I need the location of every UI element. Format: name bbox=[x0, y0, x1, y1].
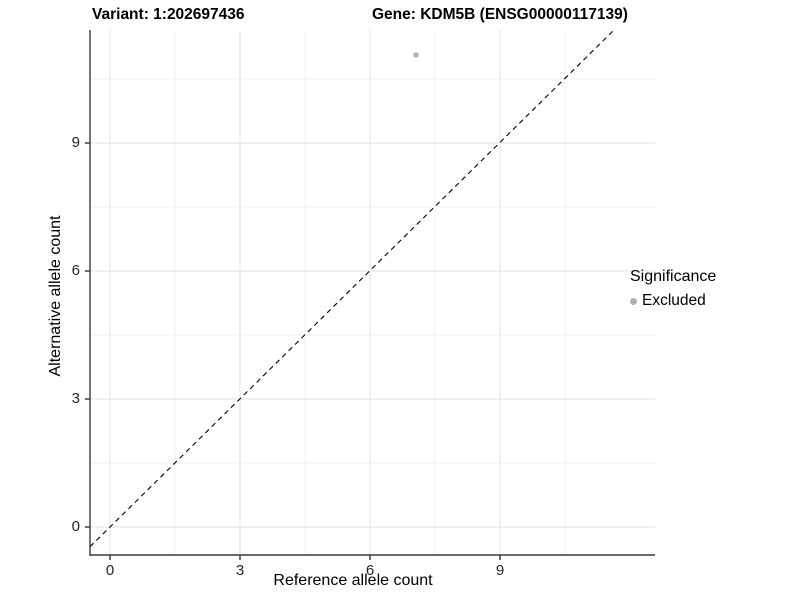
x-tick-label-6: 6 bbox=[365, 562, 375, 579]
y-tick-label-9: 9 bbox=[71, 134, 80, 151]
data-point-excluded bbox=[413, 52, 419, 58]
x-tick-label-3: 3 bbox=[235, 562, 245, 579]
legend-title: Significance bbox=[630, 268, 717, 285]
gridlines-x-major bbox=[109, 30, 501, 555]
legend-item-excluded: Excluded bbox=[630, 292, 716, 310]
gene-title: Gene: KDM5B (ENSG00000117139) bbox=[372, 6, 628, 23]
identity-reference-line bbox=[89, 29, 615, 548]
legend-item-label: Excluded bbox=[642, 292, 706, 309]
legend: Significance Excluded bbox=[630, 268, 716, 310]
variant-title: Variant: 1:202697436 bbox=[92, 6, 245, 23]
gridlines-y-major bbox=[90, 142, 655, 528]
x-tick-marks bbox=[109, 555, 501, 560]
y-axis-title: Alternative allele count bbox=[47, 215, 64, 377]
panel-background bbox=[90, 30, 655, 555]
x-axis-title: Reference allele count bbox=[273, 572, 433, 589]
y-tick-marks bbox=[85, 142, 90, 528]
y-tick-label-3: 3 bbox=[71, 390, 80, 407]
y-tick-label-6: 6 bbox=[71, 262, 80, 279]
excluded-point-icon bbox=[630, 297, 637, 305]
y-tick-label-0: 0 bbox=[71, 518, 80, 535]
gridlines-x-minor bbox=[174, 30, 566, 555]
gridlines-y-minor bbox=[90, 78, 655, 464]
x-tick-label-9: 9 bbox=[495, 562, 505, 579]
x-tick-label-0: 0 bbox=[105, 562, 115, 579]
